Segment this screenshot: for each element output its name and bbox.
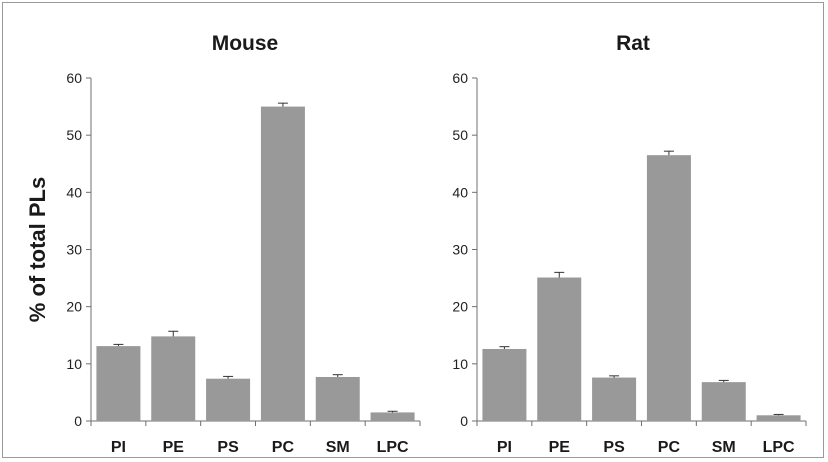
mouse-x-tick-label: SM xyxy=(326,439,350,456)
rat-bar-pc xyxy=(646,155,691,422)
rat-y-tick-label: 60 xyxy=(452,70,468,86)
rat-y-tick-label: 30 xyxy=(452,242,468,258)
mouse-y-tick-label: 50 xyxy=(66,127,82,143)
mouse-y-tick-label: 40 xyxy=(66,184,82,200)
rat-x-tick-label: SM xyxy=(712,439,736,456)
mouse-x-tick-label: LPC xyxy=(377,439,409,456)
mouse-y-tick-label: 30 xyxy=(66,242,82,258)
mouse-bar-sm xyxy=(315,376,360,421)
rat-x-tick-label: LPC xyxy=(763,439,795,456)
rat-x-tick-label: PC xyxy=(658,439,681,456)
rat-x-tick-label: PE xyxy=(549,439,571,456)
rat-x-tick-label: PS xyxy=(603,439,625,456)
rat-y-tick-label: 50 xyxy=(452,127,468,143)
mouse-x-tick-label: PE xyxy=(163,439,185,456)
rat-y-tick-label: 10 xyxy=(452,356,468,372)
mouse-bar-pi xyxy=(96,346,141,421)
mouse-y-tick-label: 0 xyxy=(74,413,82,429)
mouse-x-tick-label: PC xyxy=(272,439,295,456)
rat-y-tick-label: 0 xyxy=(460,413,468,429)
rat-bar-sm xyxy=(701,382,746,421)
mouse-bar-ps xyxy=(206,378,251,421)
mouse-y-tick-label: 60 xyxy=(66,70,82,86)
mouse-bar-lpc xyxy=(370,412,415,421)
rat-chart-title: Rat xyxy=(616,32,650,55)
rat-bar-pe xyxy=(537,277,582,421)
rat-bar-ps xyxy=(592,377,637,421)
mouse-y-tick-label: 10 xyxy=(66,356,82,372)
rat-bar-pi xyxy=(482,348,527,421)
rat-x-tick-label: PI xyxy=(497,439,512,456)
rat-y-tick-label: 40 xyxy=(452,184,468,200)
mouse-bar-pc xyxy=(260,106,305,421)
rat-bar-lpc xyxy=(756,415,801,421)
mouse-bar-pe xyxy=(151,336,196,421)
mouse-y-axis-label: % of total PLs xyxy=(25,177,50,322)
mouse-x-tick-label: PI xyxy=(111,439,126,456)
rat-y-tick-label: 20 xyxy=(452,299,468,315)
mouse-y-tick-label: 20 xyxy=(66,299,82,315)
mouse-chart-title: Mouse xyxy=(212,32,279,55)
mouse-x-tick-label: PS xyxy=(217,439,239,456)
